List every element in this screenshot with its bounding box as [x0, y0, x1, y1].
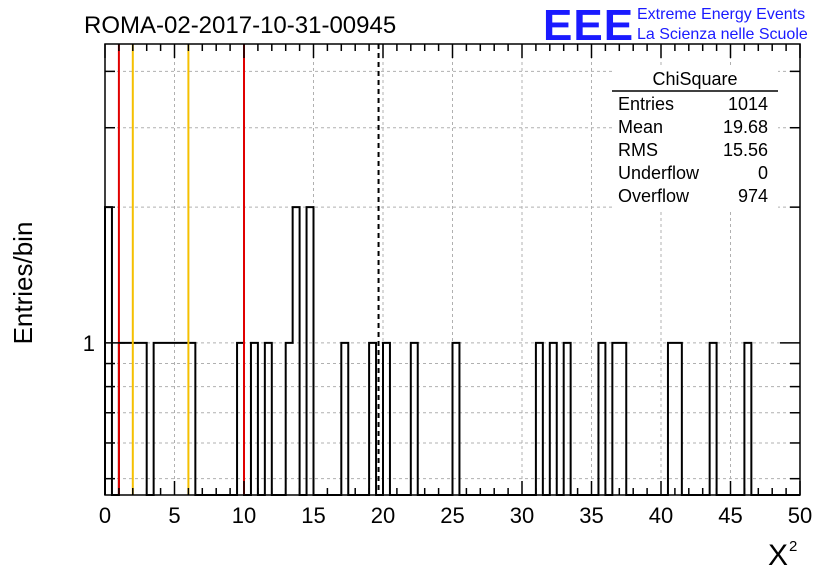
x-axis-label: X 2: [768, 538, 797, 572]
histogram-bin: [119, 343, 126, 495]
x-axis-label-sup: 2: [789, 538, 797, 555]
stats-box: ChiSquare Entries 1014 Mean 19.68 RMS 15.56 Und…: [612, 66, 778, 211]
stats-value: 1014: [728, 94, 768, 114]
histogram-bin: [675, 343, 682, 495]
stats-value: 15.56: [723, 140, 768, 160]
histogram-bin: [668, 343, 675, 495]
x-tick-label: 35: [579, 503, 603, 528]
x-tick-label: 40: [649, 503, 673, 528]
histogram-bin: [168, 343, 175, 495]
histogram-bin: [154, 343, 161, 495]
histogram-bin: [140, 343, 147, 495]
histogram-bin: [710, 343, 717, 495]
x-tick-label: 15: [301, 503, 325, 528]
stats-title: ChiSquare: [652, 69, 737, 89]
grid: [105, 44, 800, 495]
histogram-bin: [383, 343, 390, 495]
stats-value: 0: [758, 163, 768, 183]
reference-lines: [117, 44, 380, 495]
y-axis-label: Entries/bin: [8, 222, 38, 345]
histogram-bin: [619, 343, 626, 495]
axis-ticks: 0 5 10 15 20 25 30 35 40 45 50 1: [83, 44, 812, 528]
histogram-bin: [181, 343, 188, 495]
x-tick-label: 10: [232, 503, 256, 528]
stats-value: 19.68: [723, 117, 768, 137]
histogram-bin: [265, 343, 272, 495]
histogram-bin: [453, 343, 460, 495]
histogram-bin: [550, 343, 557, 495]
histogram-bin: [105, 207, 112, 495]
histogram-bin: [293, 207, 300, 495]
histogram-bin: [536, 343, 543, 495]
x-tick-label: 30: [510, 503, 534, 528]
histogram-bin: [286, 343, 293, 495]
x-tick-label: 50: [788, 503, 812, 528]
histogram-bin: [369, 343, 376, 495]
histogram-bin: [237, 343, 244, 495]
histogram-bin: [126, 343, 133, 495]
stats-label: Overflow: [618, 186, 690, 206]
x-tick-label: 25: [440, 503, 464, 528]
stats-value: 974: [738, 186, 768, 206]
stats-label: Entries: [618, 94, 674, 114]
histogram-bin: [188, 343, 195, 495]
histogram-bin: [411, 343, 418, 495]
histogram-bin: [564, 343, 571, 495]
x-tick-label: 5: [168, 503, 180, 528]
x-axis-label-main: X: [768, 539, 788, 572]
histogram-bin: [175, 343, 182, 495]
histogram-bin: [307, 207, 314, 495]
stats-box-bg: [612, 66, 778, 211]
histogram-bin: [598, 343, 605, 495]
eee-logo: EEE Extreme Energy Events La Scienza nel…: [543, 1, 808, 50]
histogram-bin: [612, 343, 619, 495]
logo-mark: EEE: [543, 1, 634, 50]
y-tick-label: 1: [83, 331, 95, 356]
x-tick-label: 0: [99, 503, 111, 528]
stats-label: Underflow: [618, 163, 700, 183]
histogram-bin: [251, 343, 258, 495]
histogram-bin: [744, 343, 751, 495]
stats-label: RMS: [618, 140, 658, 160]
histogram-bin: [133, 343, 140, 495]
stats-label: Mean: [618, 117, 663, 137]
x-tick-label: 45: [718, 503, 742, 528]
chart-title: ROMA-02-2017-10-31-00945: [84, 12, 396, 39]
histogram-bin: [161, 343, 168, 495]
logo-line-1: Extreme Energy Events: [637, 6, 805, 23]
histogram-bin: [341, 343, 348, 495]
logo-line-2: La Scienza nelle Scuole: [637, 26, 808, 43]
x-tick-label: 20: [371, 503, 395, 528]
